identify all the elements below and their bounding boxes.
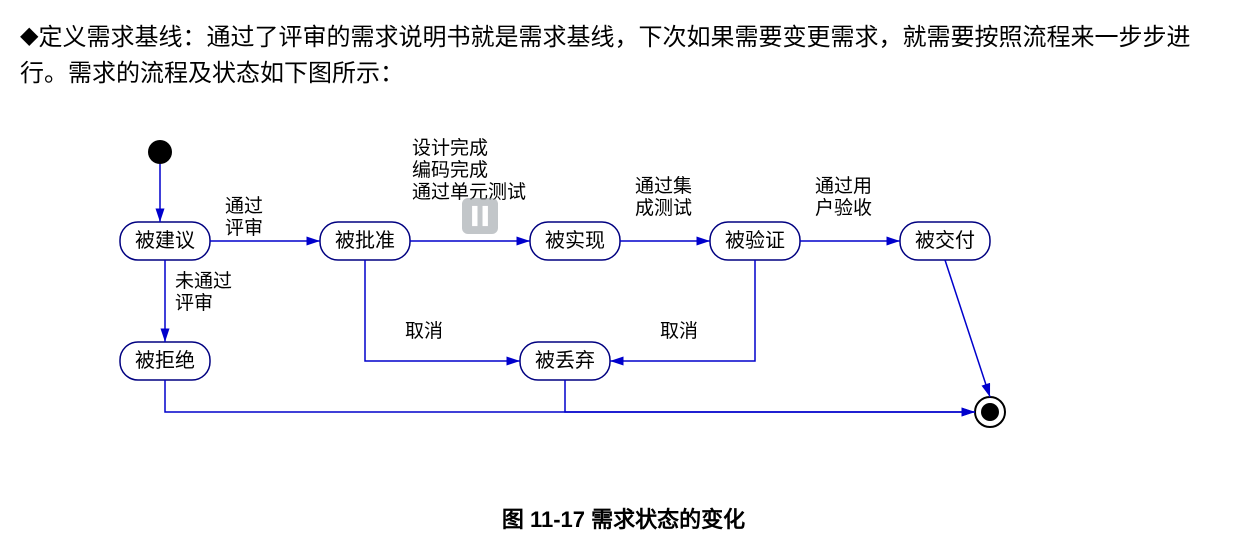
edge-label-e_pass-0: 通过 [225, 195, 263, 217]
state-label-discarded: 被丢弃 [535, 349, 595, 372]
edge-label-e_integ-1: 成测试 [635, 197, 692, 219]
state-diagram: 被建议被批准被拒绝被实现被验证被交付被丢弃通过评审未通过评审设计完成编码完成通过… [80, 112, 1080, 472]
edge-label-e_design-0: 设计完成 [412, 137, 488, 159]
edge-label-e_fail-0: 未通过 [175, 270, 232, 292]
edge-e_dis_end [565, 380, 975, 412]
bullet-icon: ◆ [20, 18, 38, 54]
edge-e_cancel2 [610, 260, 755, 361]
intro-text: 定义需求基线：通过了评审的需求说明书就是需求基线，下次如果需要变更需求，就需要按… [20, 25, 1190, 87]
edge-label-e_accept-1: 户验收 [815, 197, 872, 219]
state-label-verified: 被验证 [725, 229, 785, 252]
state-label-delivered: 被交付 [915, 229, 975, 252]
pause-icon[interactable] [462, 198, 498, 234]
diagram-svg: 被建议被批准被拒绝被实现被验证被交付被丢弃通过评审未通过评审设计完成编码完成通过… [80, 112, 1080, 472]
edge-label-e_fail-1: 评审 [175, 292, 213, 314]
edge-label-e_integ-0: 通过集 [635, 175, 692, 197]
edge-label-e_design-1: 编码完成 [412, 159, 488, 181]
state-label-proposed: 被建议 [135, 229, 195, 252]
state-label-rejected: 被拒绝 [135, 349, 195, 372]
edge-label-e_cancel2-0: 取消 [660, 320, 698, 342]
intro-paragraph: ◆定义需求基线：通过了评审的需求说明书就是需求基线，下次如果需要变更需求，就需要… [20, 20, 1227, 92]
end-node-dot [981, 403, 999, 421]
state-label-realized: 被实现 [545, 229, 605, 252]
edge-label-e_accept-0: 通过用 [815, 175, 872, 197]
figure-caption: 图 11-17 需求状态的变化 [20, 502, 1227, 534]
edge-label-e_cancel1-0: 取消 [405, 320, 443, 342]
edge-e_cancel1 [365, 260, 520, 361]
state-label-approved: 被批准 [335, 229, 395, 252]
edge-e_rej_end [165, 380, 975, 412]
edge-e_del_end [945, 260, 990, 397]
start-node [148, 140, 172, 164]
edge-label-e_pass-1: 评审 [225, 217, 263, 239]
